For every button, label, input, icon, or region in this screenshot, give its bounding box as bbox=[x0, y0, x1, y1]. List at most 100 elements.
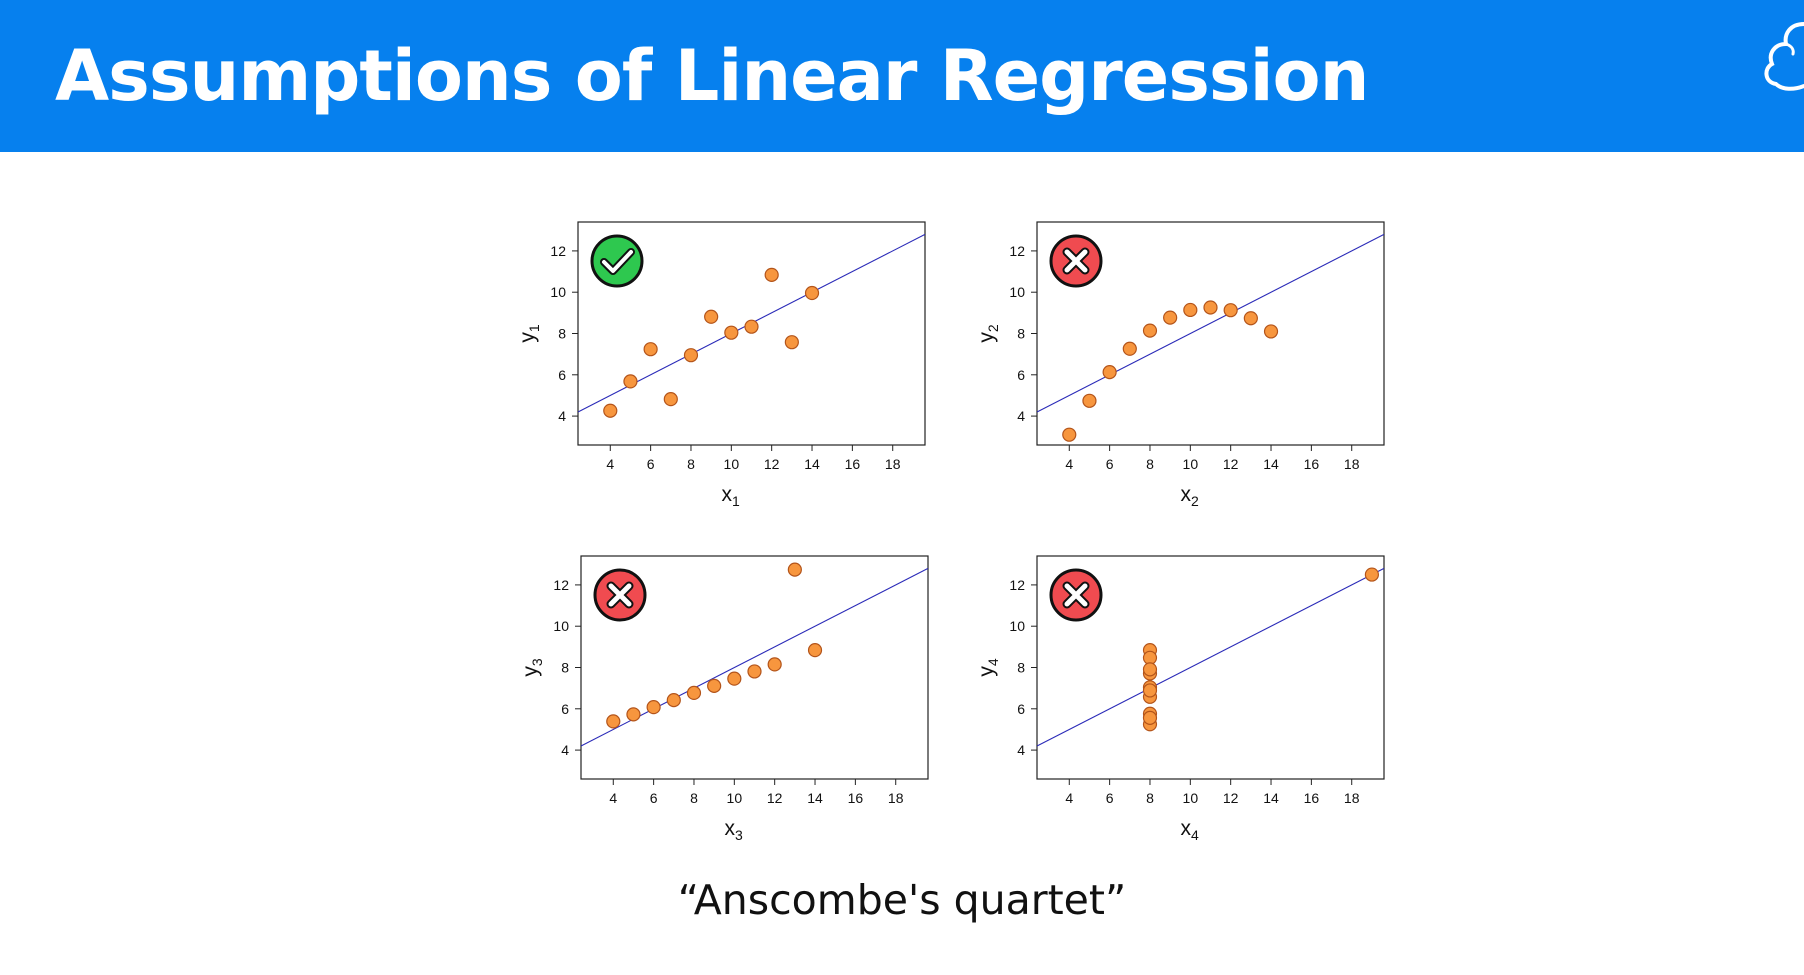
x-tick-label: 4 bbox=[609, 790, 617, 806]
y-tick-label: 6 bbox=[1017, 367, 1025, 383]
x-tick-label: 10 bbox=[1183, 456, 1199, 472]
cross-badge-icon bbox=[593, 568, 647, 622]
x-axis-label-main: x bbox=[1181, 483, 1192, 506]
data-point bbox=[787, 562, 802, 577]
data-point bbox=[1062, 427, 1077, 442]
data-point bbox=[807, 643, 823, 658]
y-tick-label: 6 bbox=[1017, 701, 1025, 717]
y-axis-label-sub: 4 bbox=[985, 658, 1001, 666]
y-tick-label: 10 bbox=[1009, 284, 1025, 300]
x-axis-label-main: x bbox=[1181, 817, 1192, 840]
x-tick-label: 14 bbox=[1263, 456, 1279, 472]
y-tick-label: 12 bbox=[553, 577, 569, 593]
x-tick-label: 10 bbox=[724, 456, 740, 472]
data-point bbox=[1163, 310, 1178, 325]
data-point bbox=[707, 678, 722, 693]
data-point bbox=[1142, 710, 1158, 725]
x-tick-label: 18 bbox=[1344, 456, 1360, 472]
x-tick-label: 16 bbox=[845, 456, 861, 472]
y-tick-label: 4 bbox=[1017, 742, 1025, 758]
y-axis-label-main: y bbox=[975, 666, 998, 677]
data-point bbox=[1142, 323, 1158, 338]
y-axis-label-sub: 3 bbox=[529, 658, 545, 666]
y-tick-label: 12 bbox=[550, 243, 566, 259]
regression-line bbox=[1037, 567, 1384, 747]
x-tick-label: 4 bbox=[1065, 790, 1073, 806]
y-tick-label: 4 bbox=[1017, 408, 1025, 424]
data-point bbox=[1364, 567, 1379, 582]
y-tick-label: 12 bbox=[1009, 577, 1025, 593]
y-tick-label: 4 bbox=[558, 408, 566, 424]
data-point bbox=[603, 403, 618, 418]
data-point bbox=[1142, 662, 1158, 677]
data-point bbox=[1122, 341, 1137, 356]
x-tick-label: 14 bbox=[804, 456, 820, 472]
x-tick-label: 14 bbox=[1263, 790, 1279, 806]
y-axis-label: y1 bbox=[516, 324, 542, 343]
x-axis-label: x3 bbox=[725, 817, 744, 843]
data-point bbox=[764, 267, 779, 282]
y-tick-label: 8 bbox=[1017, 660, 1025, 676]
data-point bbox=[1102, 365, 1117, 380]
data-point bbox=[724, 325, 739, 340]
data-point bbox=[643, 342, 658, 357]
x-tick-label: 6 bbox=[1106, 456, 1114, 472]
y-axis-label-sub: 1 bbox=[526, 324, 542, 332]
data-point bbox=[1203, 300, 1218, 315]
x-tick-label: 6 bbox=[1106, 790, 1114, 806]
data-point bbox=[747, 664, 762, 679]
x-tick-label: 12 bbox=[1223, 456, 1239, 472]
x-tick-label: 4 bbox=[606, 456, 614, 472]
data-point bbox=[623, 374, 638, 389]
chart-caption: “Anscombe's quartet” bbox=[677, 876, 1127, 924]
data-point bbox=[606, 714, 621, 729]
y-tick-label: 4 bbox=[561, 742, 569, 758]
data-point bbox=[1142, 683, 1158, 698]
x-tick-label: 12 bbox=[1223, 790, 1239, 806]
x-tick-label: 6 bbox=[650, 790, 658, 806]
x-axis-label-sub: 1 bbox=[732, 493, 740, 509]
y-axis-label-main: y bbox=[975, 332, 998, 343]
x-axis-label-main: x bbox=[722, 483, 733, 506]
data-point bbox=[1263, 324, 1279, 339]
x-tick-label: 6 bbox=[647, 456, 655, 472]
data-point bbox=[1243, 311, 1258, 326]
x-axis-label-sub: 4 bbox=[1191, 827, 1199, 843]
y-tick-label: 10 bbox=[553, 618, 569, 634]
check-badge-icon bbox=[590, 234, 644, 288]
data-point bbox=[1183, 302, 1198, 318]
x-tick-label: 16 bbox=[848, 790, 864, 806]
x-tick-label: 18 bbox=[1344, 790, 1360, 806]
x-axis-label-sub: 2 bbox=[1191, 493, 1199, 509]
data-point bbox=[646, 700, 661, 715]
data-point bbox=[626, 707, 641, 722]
x-tick-label: 10 bbox=[727, 790, 743, 806]
cross-badge-icon bbox=[1049, 234, 1103, 288]
data-point bbox=[686, 685, 702, 700]
x-tick-label: 12 bbox=[767, 790, 783, 806]
y-tick-label: 6 bbox=[561, 701, 569, 717]
y-axis-label: y3 bbox=[519, 658, 545, 677]
header-banner: Assumptions of Linear Regression bbox=[0, 0, 1804, 152]
x-tick-label: 10 bbox=[1183, 790, 1199, 806]
x-tick-label: 8 bbox=[1146, 790, 1154, 806]
x-tick-label: 14 bbox=[807, 790, 823, 806]
regression-line bbox=[1037, 233, 1384, 413]
x-tick-label: 18 bbox=[885, 456, 901, 472]
data-point bbox=[804, 285, 820, 301]
x-tick-label: 8 bbox=[1146, 456, 1154, 472]
x-tick-label: 16 bbox=[1304, 456, 1320, 472]
y-tick-label: 8 bbox=[561, 660, 569, 676]
x-axis-label-main: x bbox=[725, 817, 736, 840]
cloud-logo-icon bbox=[1764, 22, 1804, 91]
data-point bbox=[683, 348, 699, 363]
data-point bbox=[767, 657, 782, 672]
x-tick-label: 18 bbox=[888, 790, 904, 806]
data-point bbox=[727, 671, 742, 686]
x-tick-label: 16 bbox=[1304, 790, 1320, 806]
x-axis-label-sub: 3 bbox=[735, 827, 743, 843]
x-axis-label: x2 bbox=[1181, 483, 1200, 509]
